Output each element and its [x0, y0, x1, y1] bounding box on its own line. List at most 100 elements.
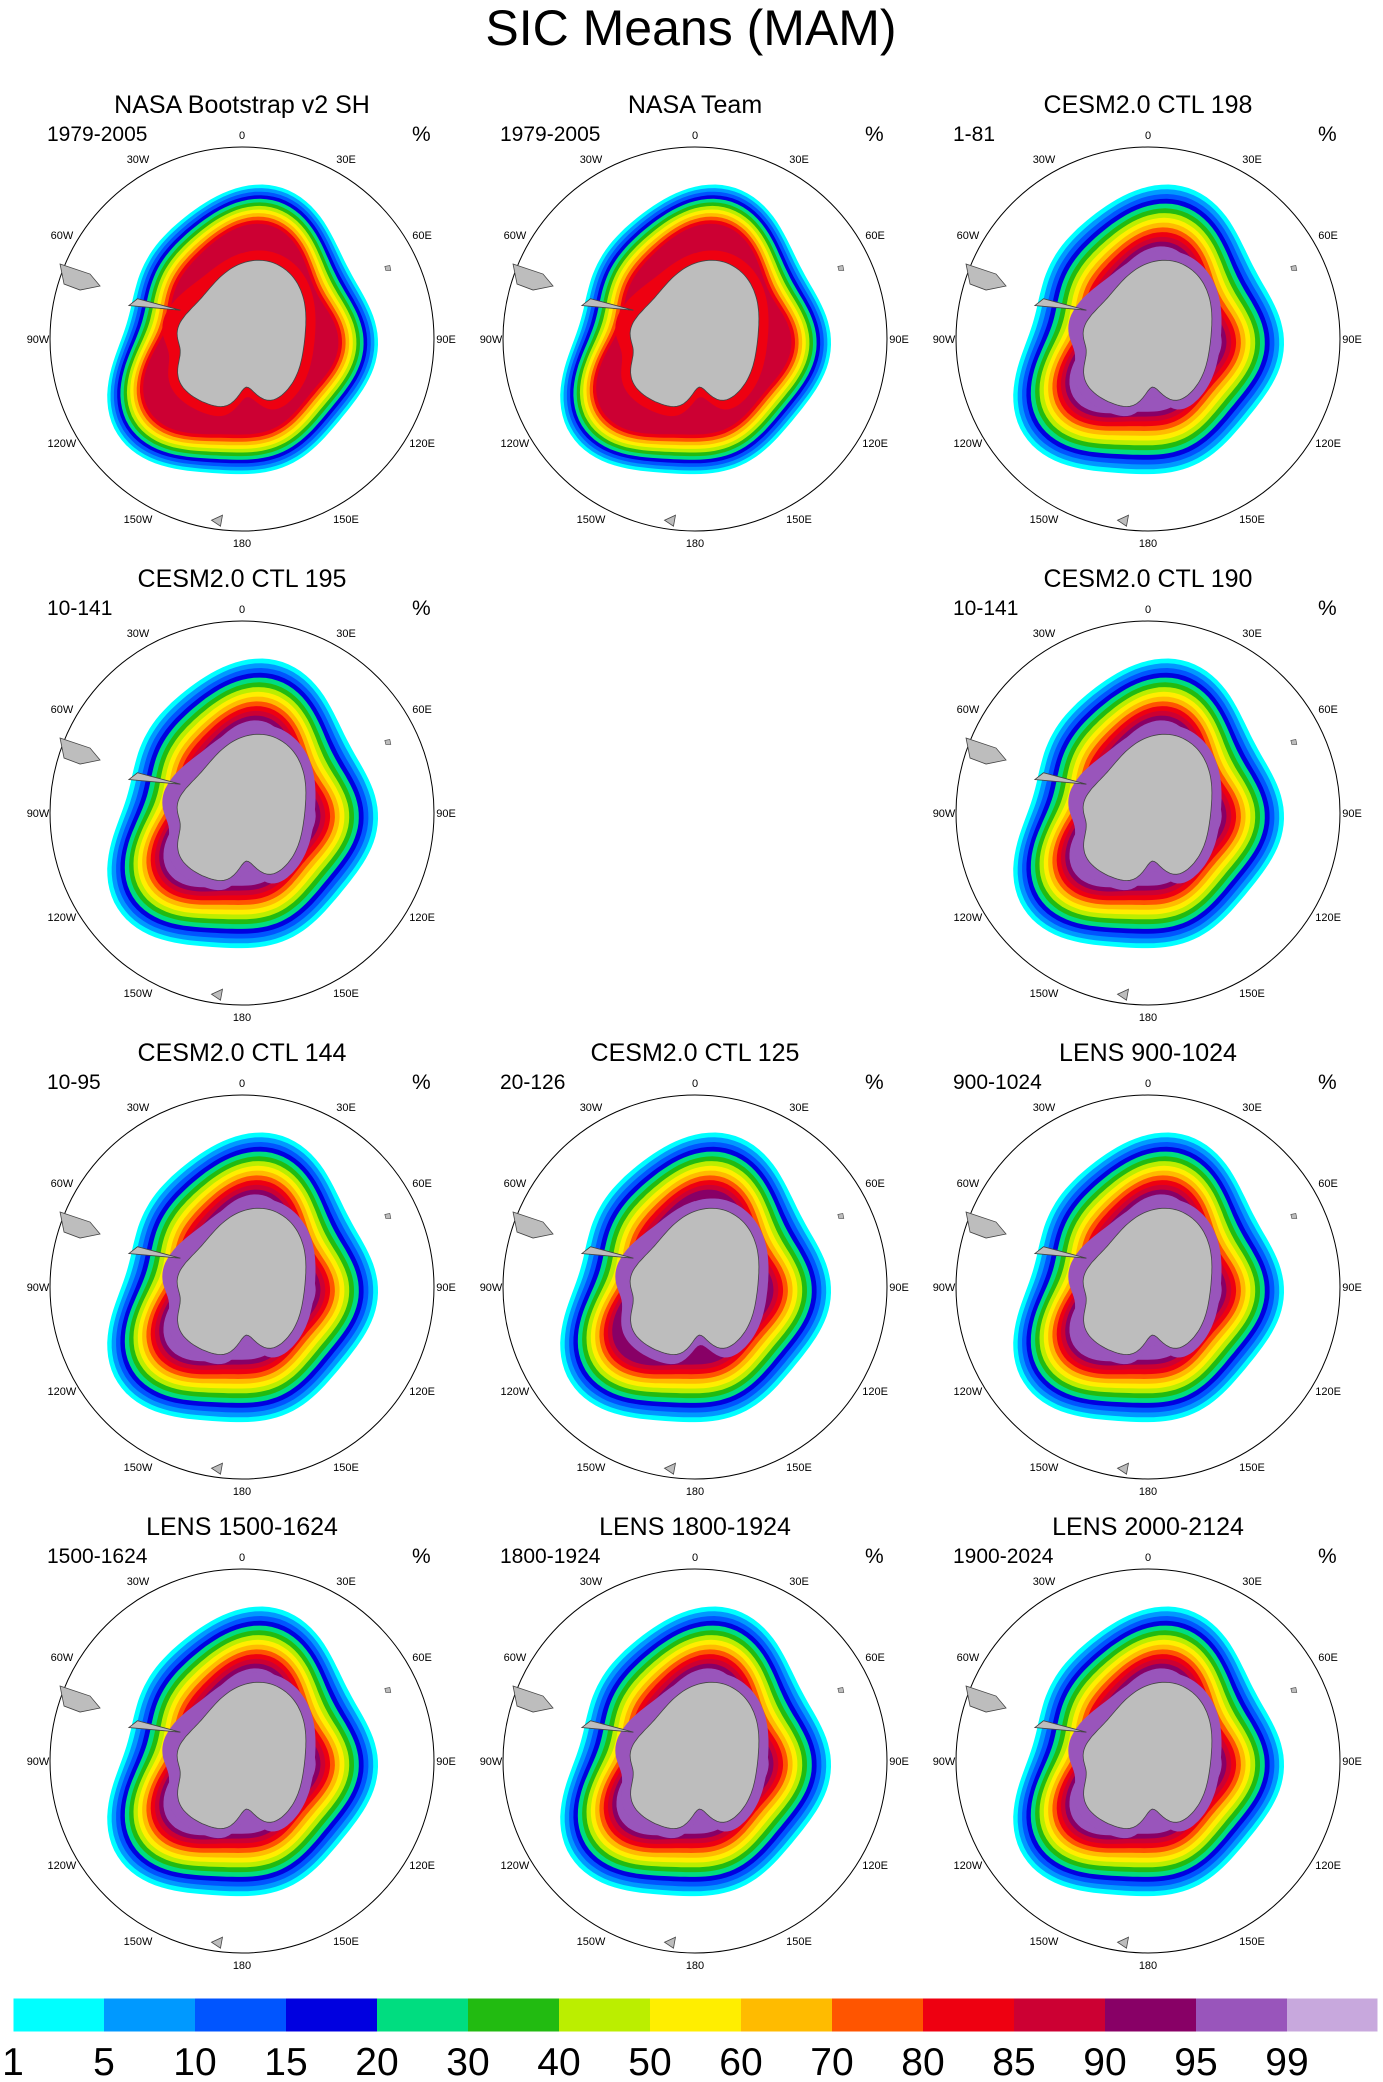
longitude-label: 90W — [480, 1756, 503, 1768]
longitude-label: 120W — [954, 1386, 983, 1398]
longitude-label: 180 — [233, 1960, 251, 1972]
longitude-label: 120E — [1315, 1860, 1341, 1872]
longitude-label: 150W — [1030, 988, 1059, 1000]
new-zealand-landmass — [210, 988, 224, 1001]
panel-title: NASA Bootstrap v2 SH — [114, 91, 370, 119]
panel-units: % — [412, 1071, 431, 1094]
longitude-label: 90E — [889, 1282, 909, 1294]
antarctica-landmass — [176, 259, 307, 408]
longitude-label: 120W — [954, 912, 983, 924]
longitude-label: 150E — [333, 514, 359, 526]
map-panel: CESM2.0 CTL 198 1-81 % 0 30E 60E 90E 120E 150E 18… — [933, 91, 1362, 550]
new-zealand-landmass — [210, 514, 224, 527]
longitude-label: 90W — [27, 808, 50, 820]
longitude-label: 30E — [789, 154, 809, 166]
longitude-label: 60E — [412, 704, 432, 716]
longitude-label: 180 — [233, 1486, 251, 1498]
map-panel: CESM2.0 CTL 190 10-141 % 0 30E 60E 90E 120E 150E… — [933, 565, 1362, 1024]
longitude-label: 60W — [957, 1652, 980, 1664]
longitude-label: 60W — [504, 230, 527, 242]
colorbar-tick-label: 60 — [719, 2041, 762, 2082]
kerguelen-island — [1290, 739, 1298, 745]
longitude-label: 120E — [1315, 438, 1341, 450]
longitude-label: 180 — [1139, 1012, 1157, 1024]
kerguelen-island — [1290, 1213, 1298, 1219]
longitude-label: 0 — [239, 1078, 245, 1090]
panel-period: 20-126 — [500, 1071, 565, 1094]
colorbar-tick-label: 20 — [355, 2041, 398, 2082]
longitude-label: 180 — [1139, 1960, 1157, 1972]
south-america-landmass — [59, 1685, 101, 1713]
longitude-label: 150W — [124, 988, 153, 1000]
longitude-label: 30W — [127, 1102, 150, 1114]
panel-units: % — [865, 1545, 884, 1568]
longitude-label: 150E — [1239, 1936, 1265, 1948]
panel-title: CESM2.0 CTL 190 — [1044, 565, 1253, 593]
panel-units: % — [865, 123, 884, 146]
south-america-landmass — [965, 1685, 1007, 1713]
panel-units: % — [412, 123, 431, 146]
longitude-label: 90W — [27, 1756, 50, 1768]
south-america-landmass — [512, 1211, 554, 1239]
longitude-label: 30E — [789, 1102, 809, 1114]
longitude-label: 150W — [1030, 1936, 1059, 1948]
colorbar-swatch — [13, 1998, 104, 2032]
longitude-label: 60W — [51, 1652, 74, 1664]
longitude-label: 150W — [577, 1462, 606, 1474]
longitude-label: 60E — [1318, 1652, 1338, 1664]
longitude-label: 60E — [865, 1652, 885, 1664]
south-america-landmass — [965, 737, 1007, 765]
new-zealand-landmass — [1116, 1462, 1130, 1475]
longitude-label: 30E — [336, 628, 356, 640]
colorbar-tick-label: 80 — [901, 2041, 944, 2082]
kerguelen-island — [384, 1213, 392, 1219]
kerguelen-island — [837, 265, 845, 271]
panel-units: % — [412, 1545, 431, 1568]
longitude-label: 60W — [957, 1178, 980, 1190]
antarctica-landmass — [629, 1681, 760, 1830]
longitude-label: 30W — [580, 1576, 603, 1588]
longitude-label: 60W — [504, 1178, 527, 1190]
longitude-label: 0 — [239, 604, 245, 616]
panel-title: CESM2.0 CTL 144 — [138, 1039, 347, 1067]
longitude-label: 120W — [48, 438, 77, 450]
longitude-label: 30E — [789, 1576, 809, 1588]
longitude-label: 60E — [865, 1178, 885, 1190]
longitude-label: 150W — [124, 1462, 153, 1474]
longitude-label: 60E — [412, 230, 432, 242]
panel-period: 1900-2024 — [953, 1545, 1054, 1568]
longitude-label: 120E — [862, 1386, 888, 1398]
south-america-landmass — [59, 1211, 101, 1239]
longitude-label: 30W — [580, 1102, 603, 1114]
longitude-label: 30E — [336, 1576, 356, 1588]
antarctica-landmass — [1082, 1681, 1213, 1830]
longitude-label: 60W — [957, 704, 980, 716]
map-panel: NASA Bootstrap v2 SH 1979-2005 % 0 30E 60E 90E… — [27, 91, 456, 550]
panel-units: % — [1318, 1545, 1337, 1568]
map-panel: CESM2.0 CTL 195 10-141 % 0 30E 60E 90E 120E 150E… — [27, 565, 456, 1024]
panel-title: NASA Team — [628, 91, 762, 119]
colorbar-tick-label: 85 — [992, 2041, 1035, 2082]
longitude-label: 0 — [239, 1552, 245, 1564]
panel-title: LENS 1800-1924 — [599, 1513, 791, 1541]
longitude-label: 0 — [239, 130, 245, 142]
panel-period: 900-1024 — [953, 1071, 1042, 1094]
longitude-label: 30E — [1242, 154, 1262, 166]
longitude-label: 90E — [889, 1756, 909, 1768]
colorbar-tick-label: 40 — [537, 2041, 580, 2082]
antarctic-peninsula — [127, 1720, 181, 1733]
longitude-label: 120E — [1315, 1386, 1341, 1398]
longitude-label: 90W — [933, 1756, 956, 1768]
map-panel: LENS 1500-1624 1500-1624 % 0 30E 60E 90E 120E 15… — [27, 1513, 456, 1972]
colorbar-tick-label: 30 — [446, 2041, 489, 2082]
kerguelen-island — [837, 1213, 845, 1219]
colorbar-swatch — [1196, 1998, 1287, 2032]
new-zealand-landmass — [1116, 988, 1130, 1001]
longitude-label: 180 — [233, 1012, 251, 1024]
new-zealand-landmass — [663, 1936, 677, 1949]
longitude-label: 120E — [409, 1386, 435, 1398]
map-panel: LENS 900-1024 900-1024 % 0 30E 60E 90E 120E 150E… — [933, 1039, 1362, 1498]
south-america-landmass — [59, 737, 101, 765]
longitude-label: 180 — [1139, 1486, 1157, 1498]
